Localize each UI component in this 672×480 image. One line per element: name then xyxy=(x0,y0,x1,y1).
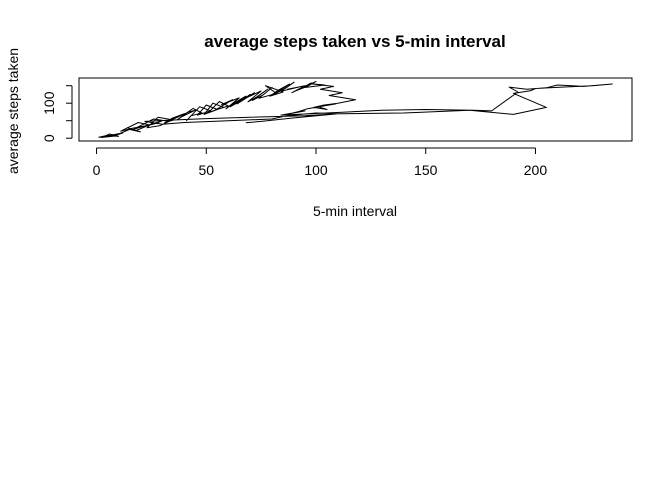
x-axis: 0 50 100 150 200 xyxy=(93,147,548,178)
x-tick-label: 150 xyxy=(414,162,438,178)
x-tick-label: 100 xyxy=(304,162,328,178)
y-tick-label: 100 xyxy=(41,91,57,115)
x-tick-label: 200 xyxy=(524,162,548,178)
x-axis-label: 5-min interval xyxy=(313,203,397,219)
y-tick-label: 0 xyxy=(41,134,57,142)
chart-title: average steps taken vs 5-min interval xyxy=(204,32,505,51)
x-tick-label: 0 xyxy=(93,162,101,178)
x-tick-label: 50 xyxy=(198,162,214,178)
y-axis: 0 100 xyxy=(41,85,73,142)
y-axis-label: average steps taken xyxy=(5,48,21,174)
plot-box xyxy=(78,77,633,142)
series-line xyxy=(98,81,613,138)
